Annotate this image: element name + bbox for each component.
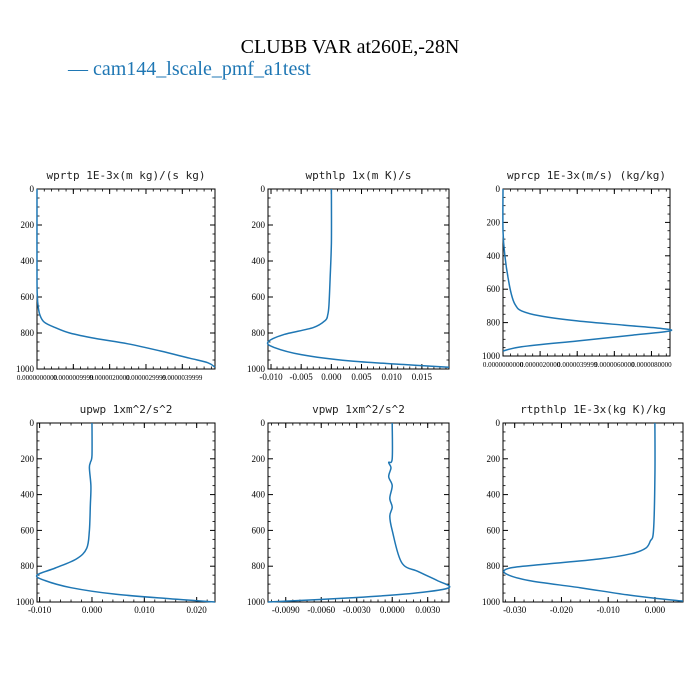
y-tick-label: 600: [21, 292, 35, 302]
x-tick-label: 0.0000020000: [90, 374, 131, 382]
panel-title: wprtp 1E-3x(m kg)/(s kg): [47, 169, 206, 182]
panel-4: upwp 1xm^2/s^2 0 200 400 600 800 1000-0.010 0.0…: [16, 403, 216, 615]
x-tick-label: -0.030: [503, 605, 527, 615]
series-line: [266, 188, 450, 368]
panel-title: wprcp 1E-3x(m/s) (kg/kg): [507, 169, 666, 182]
x-tick-label: 0.0000060000: [594, 361, 635, 369]
x-tick-label: -0.0060: [307, 605, 335, 615]
x-tick-label: 0.0000020000: [520, 361, 561, 369]
x-tick-label: 0.0000039999: [557, 361, 598, 369]
x-tick-label: -0.005: [290, 372, 314, 382]
x-tick-label: 0.0000009999: [53, 374, 94, 382]
panel-title: rtpthlp 1E-3x(kg K)/kg: [520, 403, 666, 416]
x-tick-label: -0.0090: [272, 605, 300, 615]
x-tick-label: 0.0000029999: [126, 374, 167, 382]
y-tick-label: 800: [21, 561, 35, 571]
plot-frame: [267, 422, 450, 603]
panel-title: vpwp 1xm^2/s^2: [312, 403, 405, 416]
y-tick-label: 200: [21, 220, 35, 230]
x-tick-label: 0.005: [351, 372, 372, 382]
legend-line-marker: —: [68, 58, 88, 80]
x-tick-label: 0.000: [645, 605, 666, 615]
y-tick-label: 200: [252, 220, 266, 230]
y-tick-label: 400: [487, 251, 501, 261]
plot-frame: [36, 422, 216, 603]
y-tick-label: 1000: [16, 364, 35, 374]
plot-frame: [267, 188, 450, 370]
plot-frame: [36, 188, 216, 370]
series-line: [35, 422, 216, 603]
plot-frame: [502, 188, 671, 357]
y-tick-label: 600: [487, 284, 501, 294]
x-tick-label: 0.010: [382, 372, 403, 382]
panel-title: wpthlp 1x(m K)/s: [306, 169, 412, 182]
y-tick-label: 600: [21, 525, 35, 535]
y-tick-label: 0: [30, 184, 35, 194]
x-tick-label: 0.0000: [380, 605, 405, 615]
x-tick-label: -0.010: [28, 605, 52, 615]
y-tick-label: 600: [252, 292, 266, 302]
y-tick-label: 0: [261, 184, 266, 194]
y-tick-label: 1000: [247, 597, 266, 607]
y-tick-label: 800: [487, 318, 501, 328]
y-tick-label: 800: [487, 561, 501, 571]
x-tick-label: 0.0030: [415, 605, 440, 615]
legend-label: cam144_lscale_pmf_a1test: [93, 58, 311, 80]
y-tick-label: 800: [252, 328, 266, 338]
y-tick-label: 200: [252, 454, 266, 464]
x-tick-label: 0.000: [82, 605, 103, 615]
plot-frame: [502, 422, 684, 603]
y-tick-label: 800: [21, 328, 35, 338]
y-tick-label: 800: [252, 561, 266, 571]
series-line: [503, 422, 684, 602]
y-tick-label: 0: [496, 184, 501, 194]
y-tick-label: 0: [496, 418, 501, 428]
x-tick-label: -0.010: [597, 605, 621, 615]
series-line: [267, 422, 451, 603]
y-tick-label: 1000: [247, 364, 266, 374]
series-line: [36, 188, 216, 368]
y-tick-label: 400: [252, 490, 266, 500]
x-tick-label: 0.0000000000: [17, 374, 58, 382]
x-tick-label: 0.015: [412, 372, 433, 382]
panel-title: upwp 1xm^2/s^2: [80, 403, 173, 416]
y-tick-label: 0: [261, 418, 266, 428]
y-tick-label: 400: [252, 256, 266, 266]
panel-1: wprtp 1E-3x(m kg)/(s kg) 0 200 400 600 800 100…: [16, 169, 216, 382]
y-tick-label: 200: [487, 217, 501, 227]
panel-5: vpwp 1xm^2/s^2 0 200 400 600 800 1000 -0.0090 -0…: [247, 403, 451, 615]
y-tick-label: 400: [21, 490, 35, 500]
series-line: [502, 188, 673, 352]
y-tick-label: 400: [21, 256, 35, 266]
y-tick-label: 0: [30, 418, 35, 428]
x-tick-label: 0.020: [187, 605, 208, 615]
y-tick-label: 1000: [482, 351, 501, 361]
y-tick-label: 600: [252, 525, 266, 535]
x-tick-label: 0.0000039999: [162, 374, 203, 382]
y-tick-label: 400: [487, 490, 501, 500]
y-tick-label: 200: [487, 454, 501, 464]
panel-6: rtpthlp 1E-3x(kg K)/kg02004006008001000-…: [482, 403, 684, 615]
y-tick-label: 200: [21, 454, 35, 464]
legend-entry: — cam144_lscale_pmf_a1test: [68, 58, 311, 81]
x-tick-label: 0.0000080000: [631, 361, 672, 369]
x-tick-label: 0.000: [321, 372, 342, 382]
x-tick-label: -0.020: [550, 605, 574, 615]
panel-2: wpthlp 1x(m K)/s 0 200 400 600 800 1000-0.010-…: [247, 169, 450, 382]
x-tick-label: 0.010: [134, 605, 155, 615]
y-tick-label: 1000: [16, 597, 35, 607]
y-tick-label: 600: [487, 525, 501, 535]
chart-title: CLUBB VAR at260E,-28N: [240, 36, 460, 58]
x-tick-label: -0.010: [259, 372, 283, 382]
x-tick-label: -0.0030: [343, 605, 371, 615]
panel-3: wprcp 1E-3x(m/s) (kg/kg) 0 200 400 600 800 100…: [482, 169, 673, 369]
y-tick-label: 1000: [482, 597, 501, 607]
x-tick-label: 0.0000000000: [483, 361, 524, 369]
